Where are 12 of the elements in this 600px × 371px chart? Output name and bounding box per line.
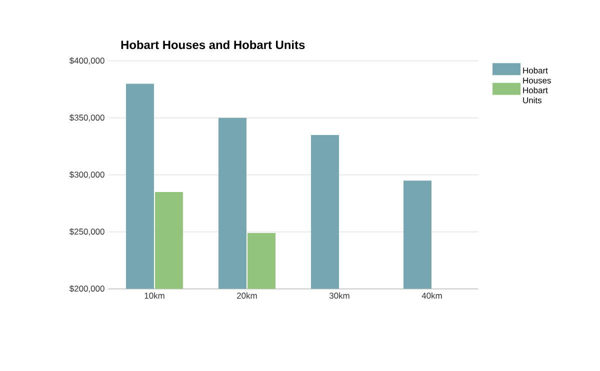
x-tick-label: 30km xyxy=(329,292,350,299)
chart-title: Hobart Houses and Hobart Units xyxy=(121,40,305,50)
legend-label: Hobart Houses xyxy=(523,67,551,84)
x-tick-label: 40km xyxy=(422,292,442,299)
y-tick-label: $200,000 xyxy=(69,285,104,293)
legend-label: Hobart Units xyxy=(523,87,548,104)
x-tick-label: 10km xyxy=(144,292,164,299)
y-tick-label: $300,000 xyxy=(69,171,104,179)
x-tick-label: 20km xyxy=(237,292,257,299)
y-tick-label: $400,000 xyxy=(69,57,104,65)
y-tick-label: $350,000 xyxy=(69,114,104,122)
y-tick-label: $250,000 xyxy=(69,228,104,236)
